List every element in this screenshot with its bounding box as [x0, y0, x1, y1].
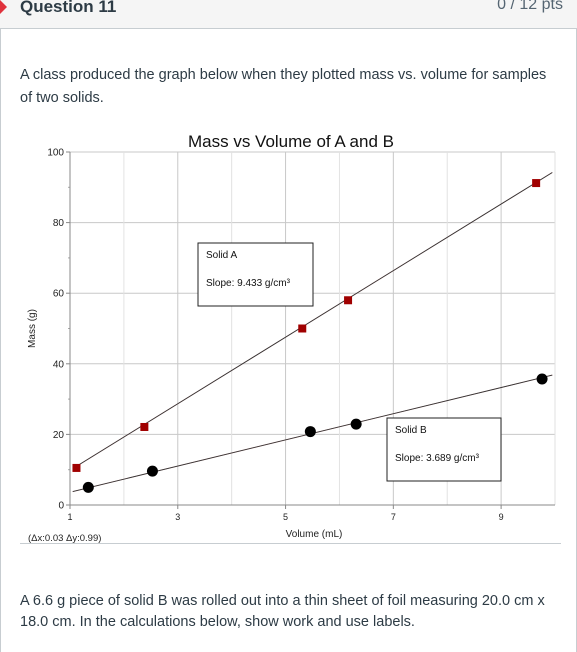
y-tick-label: 80 — [53, 218, 65, 229]
x-tick-label: 3 — [175, 512, 180, 522]
solid-b-point — [304, 426, 316, 438]
solid-a-annotation-box — [197, 242, 314, 307]
question-text: A 6.6 g piece of solid B was rolled out … — [20, 593, 545, 630]
chart-title: Mass vs Volume of A and B — [188, 132, 394, 151]
content-divider — [20, 543, 561, 544]
y-tick-label: 20 — [53, 430, 65, 441]
x-tick-label: 1 — [67, 512, 72, 522]
y-tick-label: 0 — [58, 501, 64, 512]
solid-a-annotation-title: Solid A — [206, 250, 237, 261]
question-title: Question 11 — [20, 0, 117, 16]
question-border-left — [0, 28, 1, 652]
solid-b-point — [350, 418, 362, 430]
mass-volume-chart: 0 20 40 60 80 100 1 3 5 7 9 Mass vs Volume of A and… — [27, 132, 556, 544]
solid-b-annotation-title: Solid B — [395, 425, 427, 436]
question-points: 0 / 12 pts — [497, 0, 563, 13]
solid-b-annotation-slope: Slope: 3.689 g/cm³ — [395, 453, 480, 464]
solid-b-point — [146, 465, 158, 477]
solid-a-point — [72, 463, 81, 472]
cursor-readout: (Δx:0.03 Δy:0.99) — [28, 533, 101, 544]
solid-a-point — [532, 179, 541, 188]
solid-b-annotation-box — [386, 417, 502, 482]
y-tick-label: 60 — [53, 289, 65, 300]
solid-a-fit-line — [72, 172, 553, 470]
x-tick-label: 7 — [391, 512, 396, 522]
solid-b-point — [536, 373, 548, 385]
x-axis-label: Volume (mL) — [286, 529, 343, 540]
solid-a-point — [298, 324, 307, 333]
solid-a-annotation-slope: Slope: 9.433 g/cm³ — [206, 278, 291, 289]
x-tick-label: 5 — [283, 512, 288, 522]
y-tick-label: 100 — [47, 148, 64, 159]
y-axis-label: Mass (g) — [27, 309, 38, 348]
solid-b-point — [82, 481, 94, 493]
question-header: Question 11 0 / 12 pts — [0, 0, 577, 29]
question-prompt: A class produced the graph below when th… — [20, 67, 547, 106]
solid-a-point — [140, 422, 149, 431]
x-tick-label: 9 — [499, 512, 504, 522]
y-tick-label: 40 — [53, 359, 65, 370]
unanswered-flag-icon — [0, 0, 7, 14]
solid-a-point — [344, 296, 353, 305]
